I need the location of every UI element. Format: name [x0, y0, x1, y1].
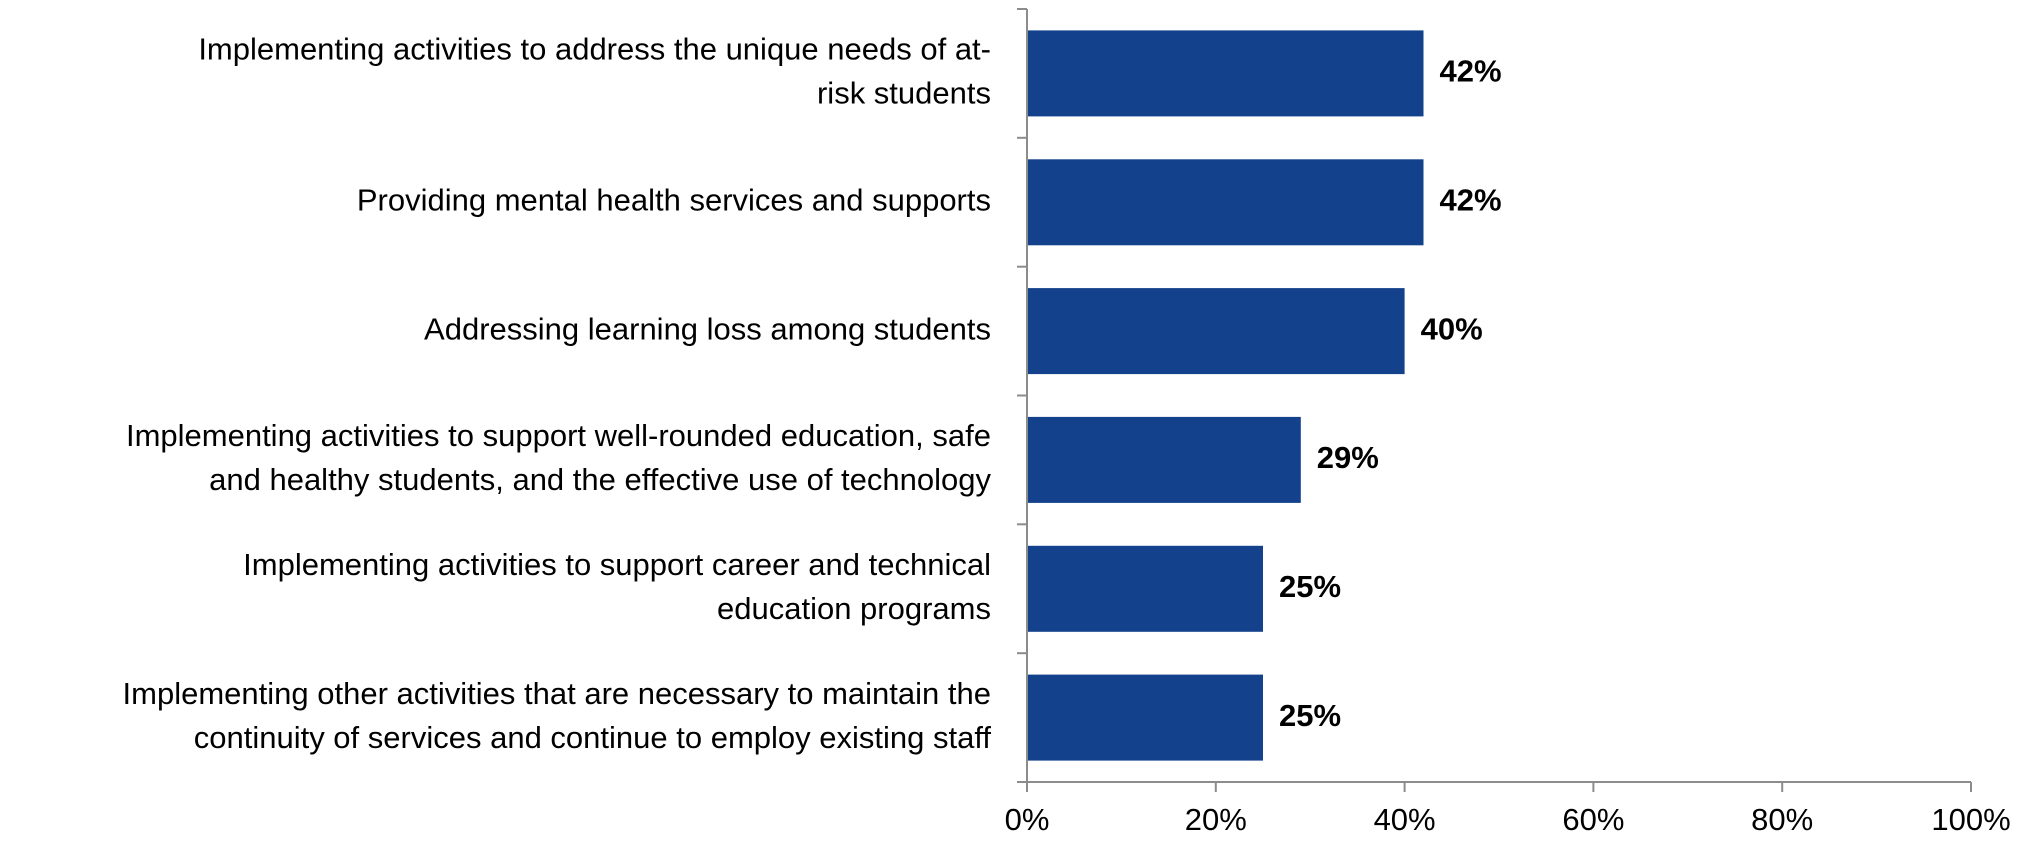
bar-5: [1027, 545, 1263, 632]
value-label-3: 40%: [1421, 311, 1483, 346]
value-label-1: 42%: [1440, 54, 1502, 89]
category-label-4-line-2: and healthy students, and the effective …: [209, 462, 991, 497]
x-tick-label-1: 20%: [1185, 802, 1247, 837]
bar-2: [1027, 159, 1424, 246]
x-tick-label-3: 60%: [1562, 802, 1624, 837]
category-label-6-line-2: continuity of services and continue to e…: [194, 720, 992, 755]
x-tick-label-0: 0%: [1005, 802, 1050, 837]
bar-3: [1027, 288, 1405, 375]
value-labels: 42% 42% 40% 29% 25% 25%: [1279, 54, 1502, 733]
value-label-5: 25%: [1279, 569, 1341, 604]
category-label-1-line-1: Implementing activities to address the u…: [198, 32, 991, 67]
x-tick-label-4: 80%: [1751, 802, 1813, 837]
bar-4: [1027, 416, 1301, 503]
x-tick-label-5: 100%: [1931, 802, 2010, 837]
category-label-4-line-1: Implementing activities to support well-…: [126, 418, 991, 453]
bar-1: [1027, 30, 1424, 117]
value-label-2: 42%: [1440, 182, 1502, 217]
value-label-6: 25%: [1279, 698, 1341, 733]
bars-group: [1027, 30, 1424, 761]
bar-6: [1027, 674, 1263, 761]
x-tick-label-2: 40%: [1374, 802, 1436, 837]
category-label-5-line-2: education programs: [717, 591, 991, 626]
category-label-6-line-1: Implementing other activities that are n…: [123, 676, 991, 711]
category-label-3-line-1: Addressing learning loss among students: [424, 311, 991, 346]
category-label-1-line-2: risk students: [817, 76, 991, 111]
value-label-4: 29%: [1317, 440, 1379, 475]
axes: 0% 20% 40% 60% 80% 100%: [1005, 8, 2011, 837]
category-label-2-line-1: Providing mental health services and sup…: [357, 182, 991, 217]
category-labels: Implementing activities to address the u…: [123, 32, 992, 755]
category-label-5-line-1: Implementing activities to support caree…: [243, 547, 991, 582]
